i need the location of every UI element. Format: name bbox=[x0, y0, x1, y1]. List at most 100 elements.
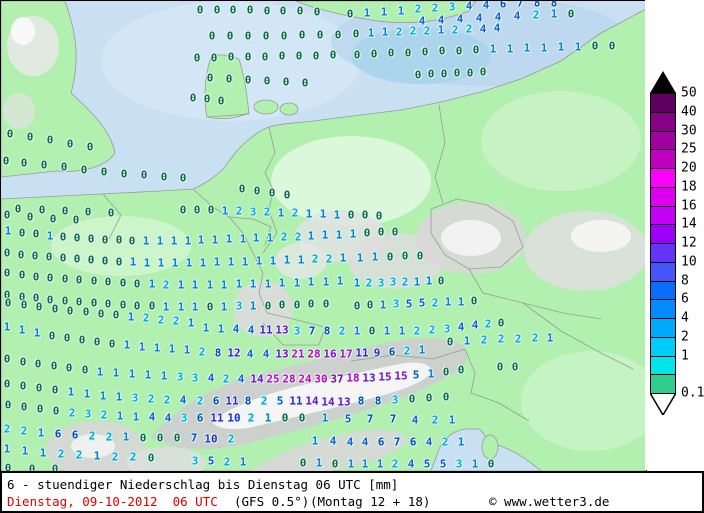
precip-value: 0 bbox=[279, 4, 287, 18]
legend-color-box bbox=[650, 318, 676, 338]
legend-value-label: 50 bbox=[681, 85, 697, 101]
precip-value: 0 bbox=[173, 431, 181, 445]
precip-value: 2 bbox=[414, 2, 422, 16]
precip-value: 0 bbox=[35, 381, 43, 395]
precip-value: 1 bbox=[142, 234, 150, 248]
precip-value: 0 bbox=[119, 298, 127, 312]
precip-value: 0 bbox=[84, 205, 92, 219]
precip-value: 2 bbox=[235, 204, 243, 218]
precip-value: 1 bbox=[249, 277, 257, 291]
precip-value: 0 bbox=[322, 297, 330, 311]
precip-value: 4 bbox=[425, 435, 433, 449]
precip-value: 1 bbox=[293, 276, 301, 290]
precip-value: 0 bbox=[301, 76, 309, 90]
precip-value: 0 bbox=[31, 249, 39, 263]
precip-value: 0 bbox=[193, 203, 201, 217]
precip-value: 2 bbox=[3, 422, 11, 436]
legend-color-box bbox=[650, 299, 676, 319]
precip-value: 0 bbox=[264, 299, 272, 313]
precip-value: 3 bbox=[377, 276, 385, 290]
precip-value: 1 bbox=[202, 321, 210, 335]
precip-value: 0 bbox=[213, 3, 221, 17]
legend-value-label: 14 bbox=[681, 216, 697, 232]
precip-value: 4 bbox=[346, 435, 354, 449]
precip-value: 0 bbox=[107, 206, 115, 220]
precip-value: 6 bbox=[388, 345, 396, 359]
denmark-landmass bbox=[204, 54, 250, 120]
legend-value-label: 20 bbox=[681, 160, 697, 176]
precip-value: 28 bbox=[307, 347, 321, 361]
precip-value: 0 bbox=[298, 411, 306, 425]
precip-value: 1 bbox=[185, 256, 193, 270]
precip-value: 1 bbox=[162, 300, 170, 314]
precip-value: 2 bbox=[431, 1, 439, 15]
precip-value: 0 bbox=[263, 4, 271, 18]
precip-value: 0 bbox=[347, 208, 355, 222]
precip-value: 0 bbox=[591, 39, 599, 53]
alps-south-spur bbox=[251, 429, 407, 471]
precip-value: 1 bbox=[221, 204, 229, 218]
precip-value: 0 bbox=[156, 431, 164, 445]
precip-value: 0 bbox=[3, 288, 11, 302]
precip-value: 15 bbox=[394, 369, 408, 383]
legend-color-box bbox=[650, 261, 676, 282]
highland-white bbox=[11, 17, 35, 45]
precip-value: 0 bbox=[363, 226, 371, 240]
danish-islands-2 bbox=[279, 102, 299, 116]
precip-value: 0 bbox=[366, 298, 374, 312]
precip-value: 2 bbox=[198, 345, 206, 359]
precip-value: 0 bbox=[115, 255, 123, 269]
europe-basemap bbox=[1, 1, 646, 471]
precip-value: 1 bbox=[4, 224, 12, 238]
precip-value: 1 bbox=[413, 275, 421, 289]
precip-value: 1 bbox=[319, 207, 327, 221]
precip-value: 0 bbox=[60, 160, 68, 174]
precip-value: 4 bbox=[479, 22, 487, 36]
precip-value: 0 bbox=[75, 273, 83, 287]
precip-value: 0 bbox=[19, 355, 27, 369]
sweden-south-coast bbox=[295, 1, 477, 23]
precip-value: 3 bbox=[392, 297, 400, 311]
precip-value: 0 bbox=[206, 71, 214, 85]
precip-value: 0 bbox=[46, 271, 54, 285]
legend-value-label: 30 bbox=[681, 123, 697, 138]
precip-value: 0 bbox=[36, 402, 44, 416]
legend-value-label: 40 bbox=[681, 104, 697, 120]
precip-value: 1 bbox=[255, 254, 263, 268]
precip-value: 0 bbox=[65, 361, 73, 375]
precip-value: 4 bbox=[246, 347, 254, 361]
precip-value: 0 bbox=[120, 167, 128, 181]
country-borders bbox=[102, 104, 634, 422]
precip-value: 1 bbox=[307, 275, 315, 289]
precip-value: 4 bbox=[361, 435, 369, 449]
precip-value: 0 bbox=[112, 308, 120, 322]
precip-value: 5 bbox=[344, 412, 352, 426]
precip-value: 2 bbox=[401, 275, 409, 289]
precip-value: 1 bbox=[191, 300, 199, 314]
legend-color-box bbox=[650, 205, 676, 226]
precip-value: 2 bbox=[227, 432, 235, 446]
precip-value: 1 bbox=[471, 457, 479, 471]
precip-value: 4 bbox=[457, 320, 465, 334]
precip-value: 0 bbox=[472, 43, 480, 57]
precip-value: 6 bbox=[196, 411, 204, 425]
precip-value: 0 bbox=[244, 73, 252, 87]
precip-value: 25 bbox=[266, 372, 280, 386]
precip-value: 1 bbox=[322, 275, 330, 289]
precip-value: 3 bbox=[176, 370, 184, 384]
precip-value: 2 bbox=[163, 393, 171, 407]
precip-value: 0 bbox=[238, 182, 246, 196]
precip-value: 1 bbox=[457, 295, 465, 309]
tatra-white bbox=[571, 220, 631, 252]
precip-value: 2 bbox=[263, 205, 271, 219]
precip-value: 1 bbox=[574, 40, 582, 54]
precip-value: 0 bbox=[567, 7, 575, 21]
precip-value: 1 bbox=[67, 385, 75, 399]
southern-alps-terrain bbox=[126, 447, 206, 471]
precip-value: 0 bbox=[278, 298, 286, 312]
precip-value: 0 bbox=[48, 329, 56, 343]
precip-value: 1 bbox=[266, 231, 274, 245]
precip-value: 0 bbox=[18, 226, 26, 240]
precip-value: 1 bbox=[269, 254, 277, 268]
precip-value: 1 bbox=[171, 256, 179, 270]
